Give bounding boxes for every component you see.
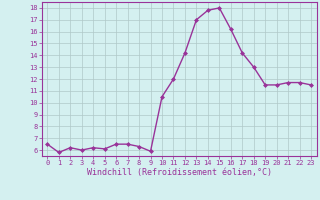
- X-axis label: Windchill (Refroidissement éolien,°C): Windchill (Refroidissement éolien,°C): [87, 168, 272, 177]
